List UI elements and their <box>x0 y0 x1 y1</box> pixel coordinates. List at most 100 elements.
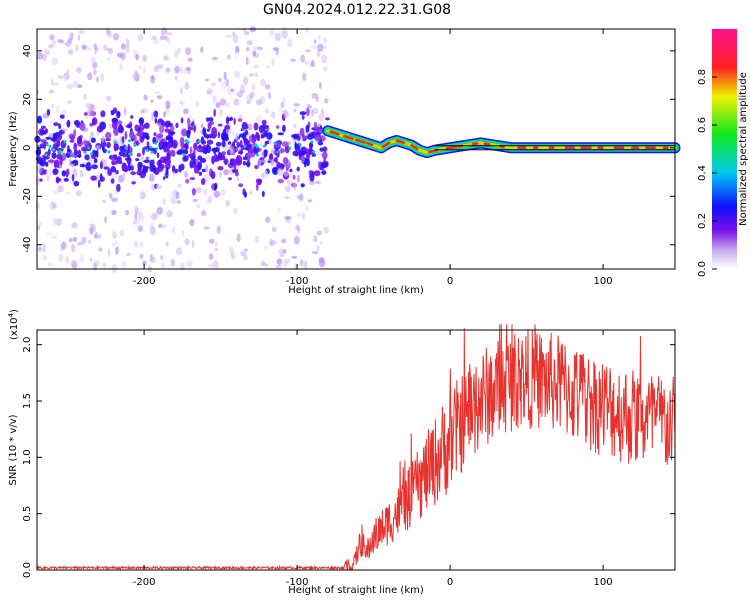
spectrogram-cell <box>297 226 301 234</box>
spectrogram-cell <box>214 247 219 252</box>
spectrogram-cell <box>270 112 277 117</box>
spectrogram-cell <box>87 72 93 81</box>
spectrogram-cell <box>131 181 136 185</box>
spectrogram-cell <box>71 222 78 229</box>
spectrogram-cell <box>276 258 283 266</box>
spectrogram-cell <box>43 48 51 56</box>
spectrogram-cell <box>133 143 137 147</box>
spectrogram-cell <box>185 178 190 184</box>
spectrogram-cell <box>242 156 248 161</box>
spectrogram-cell <box>175 122 179 129</box>
spectrogram-cell <box>191 188 196 196</box>
spectrogram-cell <box>120 43 126 50</box>
spectrogram-cell <box>62 128 67 132</box>
spectrogram-cell <box>66 69 70 73</box>
spectrogram-cell <box>281 141 289 147</box>
spectrogram-cell <box>236 233 241 243</box>
spectrogram-cell <box>276 150 280 154</box>
spectrogram-cell <box>71 152 74 156</box>
spectrogram-cell <box>133 240 139 248</box>
spectrogram-cell <box>179 163 185 171</box>
spectrogram-cell <box>77 241 83 246</box>
spectrogram-cell <box>321 161 328 168</box>
spectrogram-cell <box>156 133 164 139</box>
spectrogram-cell <box>304 60 310 65</box>
spectrogram-cell <box>208 238 215 244</box>
spectrogram-cell <box>69 134 76 141</box>
spectrogram-cell <box>205 164 209 173</box>
spectrogram-cell <box>285 259 291 263</box>
x-tick-label: -100 <box>286 276 309 287</box>
spectrogram-cell <box>258 125 266 133</box>
spectrogram-cell <box>76 136 83 145</box>
spectrogram-cell <box>235 132 239 142</box>
spectrogram-cell <box>206 144 212 154</box>
spectrogram-cell <box>92 117 96 126</box>
spectrogram-cell <box>67 144 70 154</box>
spectrogram-cell <box>293 235 300 245</box>
spectrogram-cell <box>227 141 232 145</box>
spectrogram-cell <box>206 133 209 140</box>
spectrogram-cell <box>161 224 167 229</box>
spectrogram-cell <box>189 177 196 181</box>
spectrogram-cell <box>181 128 188 137</box>
y-tick-label: 20 <box>22 93 33 106</box>
spectrogram-cell <box>111 197 118 203</box>
spectrogram-cell <box>218 77 223 83</box>
spectrogram-cell <box>154 141 158 145</box>
spectrogram-cell <box>95 174 99 182</box>
spectrogram-cell <box>251 82 256 92</box>
spectrogram-cell <box>298 143 302 147</box>
spectrogram-cell <box>316 230 323 236</box>
spectrogram-cell <box>49 89 55 94</box>
spectrogram-cell <box>229 146 233 154</box>
spectrogram-cell <box>187 126 194 131</box>
spectrogram-cell <box>153 132 157 137</box>
spectrogram-cell <box>159 35 166 41</box>
spectrogram-cell <box>163 55 169 61</box>
spectrogram-cell <box>111 242 115 248</box>
spectrogram-cell <box>156 122 162 127</box>
spectrogram-cell <box>149 173 155 182</box>
spectrogram-cell <box>151 112 154 122</box>
spectrogram-cell <box>42 254 48 261</box>
spectrogram-cell <box>59 114 65 119</box>
spectrogram-cell <box>129 130 135 139</box>
spectrogram-cell <box>83 150 87 154</box>
spectrogram-cell <box>269 153 274 161</box>
spectrogram-cell <box>143 122 150 129</box>
snr-multiplier: (x104) <box>7 309 20 340</box>
spectrogram-cell <box>78 29 86 35</box>
spectrogram-cell <box>81 146 88 152</box>
spectrogram-cell <box>176 200 182 204</box>
spectrogram-cell <box>303 158 307 168</box>
spectrogram-cell <box>262 144 266 148</box>
spectrogram-cell <box>137 161 143 171</box>
y-tick-label: -40 <box>22 237 33 253</box>
spectrogram-cell <box>45 169 53 178</box>
colorbar-tick-label: 0.8 <box>697 69 708 85</box>
spectrogram-cell <box>132 219 139 225</box>
spectrogram-cell <box>166 32 173 36</box>
spectrogram-cell <box>200 157 206 162</box>
spectrogram-cell <box>267 127 271 134</box>
spectrogram-cell <box>166 210 173 218</box>
spectrogram-cell <box>137 225 144 233</box>
spectrogram-cell <box>197 140 201 144</box>
spectrogram-cell <box>152 159 155 167</box>
spectrogram-cell <box>102 148 107 154</box>
spectrogram-cell <box>134 212 138 222</box>
spectrogram-cell <box>66 153 70 158</box>
spectrogram-cell <box>315 150 320 155</box>
spectrogram-cell <box>219 171 223 178</box>
spectrogram-cell <box>266 132 273 140</box>
spectrogram-cell <box>317 43 324 52</box>
spectrogram-cell <box>321 108 324 115</box>
spectrogram-cell <box>79 169 84 178</box>
spectrogram-cell <box>104 216 107 224</box>
spectrogram-cell <box>159 124 165 134</box>
spectrogram-cell <box>182 153 186 157</box>
spectrogram-cell <box>153 65 160 73</box>
spectrogram-cell <box>72 236 78 242</box>
